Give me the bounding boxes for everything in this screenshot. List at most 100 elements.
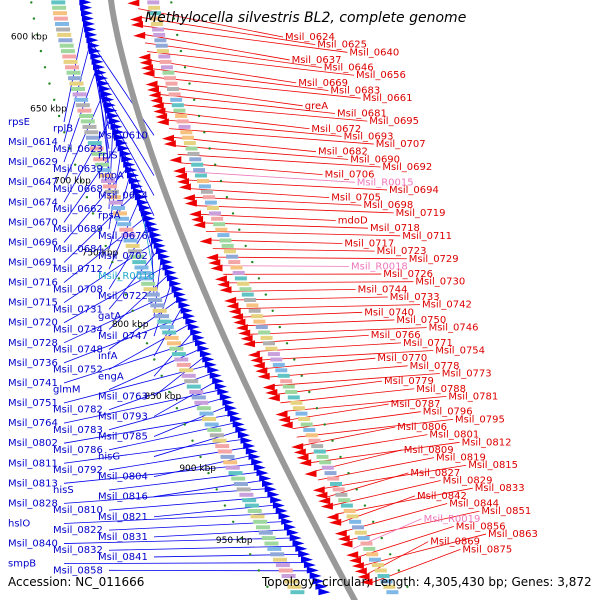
leader-line bbox=[63, 143, 119, 223]
cog-stripe bbox=[200, 189, 213, 194]
reverse-gene bbox=[208, 259, 221, 267]
ring-dot bbox=[264, 293, 267, 296]
ring-dot bbox=[170, 1, 173, 4]
ring-dot bbox=[244, 244, 247, 248]
leader-line bbox=[166, 119, 342, 137]
forward-gene bbox=[272, 501, 285, 509]
leader-line bbox=[189, 188, 330, 198]
forward-gene bbox=[129, 177, 141, 184]
forward-gene bbox=[235, 425, 248, 433]
cog-stripe bbox=[275, 368, 288, 373]
gene-label-left: Msil_0614 bbox=[8, 137, 58, 148]
leader-line bbox=[108, 225, 149, 290]
cog-stripe bbox=[168, 92, 181, 97]
cog-stripe bbox=[343, 509, 356, 513]
gene-label-left: Msil_0748 bbox=[53, 345, 103, 356]
reverse-gene bbox=[193, 221, 206, 229]
cog-stripe bbox=[300, 422, 313, 427]
forward-gene bbox=[153, 241, 166, 249]
cog-stripe bbox=[290, 590, 305, 595]
ring-dot bbox=[57, 114, 61, 118]
scale-tick-label: 900 kbp bbox=[179, 464, 216, 474]
cog-stripe bbox=[202, 195, 215, 200]
cog-stripe bbox=[265, 346, 278, 351]
scale-tick-label: 800 kbp bbox=[112, 320, 149, 330]
ring-dot bbox=[225, 196, 229, 199]
cog-stripe bbox=[198, 184, 211, 189]
leader-line bbox=[63, 168, 127, 243]
ring-dot bbox=[188, 82, 191, 85]
ring-dot bbox=[191, 439, 194, 442]
cog-stripe bbox=[250, 514, 265, 519]
cog-stripe bbox=[63, 59, 78, 64]
cog-stripe bbox=[77, 108, 92, 113]
forward-gene bbox=[162, 263, 175, 271]
cog-stripe bbox=[186, 384, 201, 389]
forward-gene bbox=[158, 252, 171, 260]
leader-line bbox=[237, 304, 421, 309]
forward-gene bbox=[312, 577, 325, 585]
cog-stripe bbox=[125, 243, 140, 248]
cog-stripe bbox=[79, 114, 94, 118]
cog-stripe bbox=[313, 449, 326, 454]
reverse-gene bbox=[231, 313, 244, 321]
leader-line bbox=[174, 145, 349, 160]
cog-stripe bbox=[106, 195, 121, 200]
reverse-gene bbox=[129, 15, 142, 23]
leader-line bbox=[63, 193, 136, 263]
cog-stripe bbox=[95, 162, 110, 167]
ring-dot bbox=[199, 455, 202, 459]
cog-stripe bbox=[270, 357, 283, 362]
cog-stripe bbox=[285, 390, 298, 394]
reverse-gene bbox=[240, 334, 253, 342]
ring-dot bbox=[203, 131, 206, 134]
leader-line bbox=[138, 8, 284, 38]
forward-gene bbox=[248, 452, 261, 460]
leader-line bbox=[199, 213, 336, 221]
forward-gene bbox=[85, 30, 98, 38]
gene-label-left: Msil_0708 bbox=[53, 284, 103, 295]
cog-stripe bbox=[158, 54, 171, 59]
reverse-gene bbox=[304, 470, 317, 478]
forward-gene bbox=[195, 339, 207, 347]
reverse-gene bbox=[189, 210, 201, 218]
cog-stripe bbox=[260, 335, 273, 340]
gene-label-left: Msil_0810 bbox=[53, 505, 103, 516]
cog-stripe bbox=[255, 325, 268, 330]
gene-label-left: Msil_0670 bbox=[8, 217, 58, 228]
gene-label-right: Msil_0781 bbox=[448, 391, 498, 402]
leader-line bbox=[108, 422, 235, 451]
reverse-gene bbox=[280, 421, 293, 429]
gene-label-left: Msil_0676 bbox=[98, 231, 148, 242]
gene-label-right: Msil_0771 bbox=[403, 338, 453, 349]
gene-label-right: Msil_0637 bbox=[292, 55, 342, 66]
forward-gene bbox=[103, 101, 116, 109]
reverse-gene bbox=[153, 107, 166, 115]
cog-stripe bbox=[156, 49, 169, 54]
cog-stripe bbox=[316, 454, 329, 459]
gene-label-right: Msil_0624 bbox=[285, 32, 335, 43]
forward-gene bbox=[187, 323, 200, 331]
leader-line bbox=[108, 250, 159, 310]
gene-label-right: Msil_0766 bbox=[371, 330, 421, 341]
gene-label-right: Msil_0809 bbox=[404, 445, 454, 456]
reverse-gene bbox=[320, 502, 333, 510]
cog-stripe bbox=[303, 427, 316, 432]
forward-gene bbox=[110, 122, 123, 130]
leader-line bbox=[63, 439, 243, 464]
gene-label-left: Msil_0691 bbox=[8, 258, 58, 269]
cog-stripe bbox=[225, 465, 240, 470]
reverse-gene bbox=[265, 389, 278, 396]
cog-stripe bbox=[251, 314, 264, 319]
cog-stripe bbox=[209, 211, 221, 216]
cog-stripe bbox=[75, 103, 90, 108]
gene-label-left: Msil_0629 bbox=[8, 157, 58, 168]
reverse-gene bbox=[291, 443, 304, 451]
gene-label-left: Msil_0792 bbox=[53, 465, 103, 476]
forward-gene bbox=[224, 404, 237, 412]
cog-stripe bbox=[311, 444, 324, 449]
cog-stripe bbox=[152, 27, 165, 32]
leader-line bbox=[63, 316, 186, 364]
ring-dot bbox=[39, 49, 43, 53]
forward-gene bbox=[145, 220, 158, 228]
